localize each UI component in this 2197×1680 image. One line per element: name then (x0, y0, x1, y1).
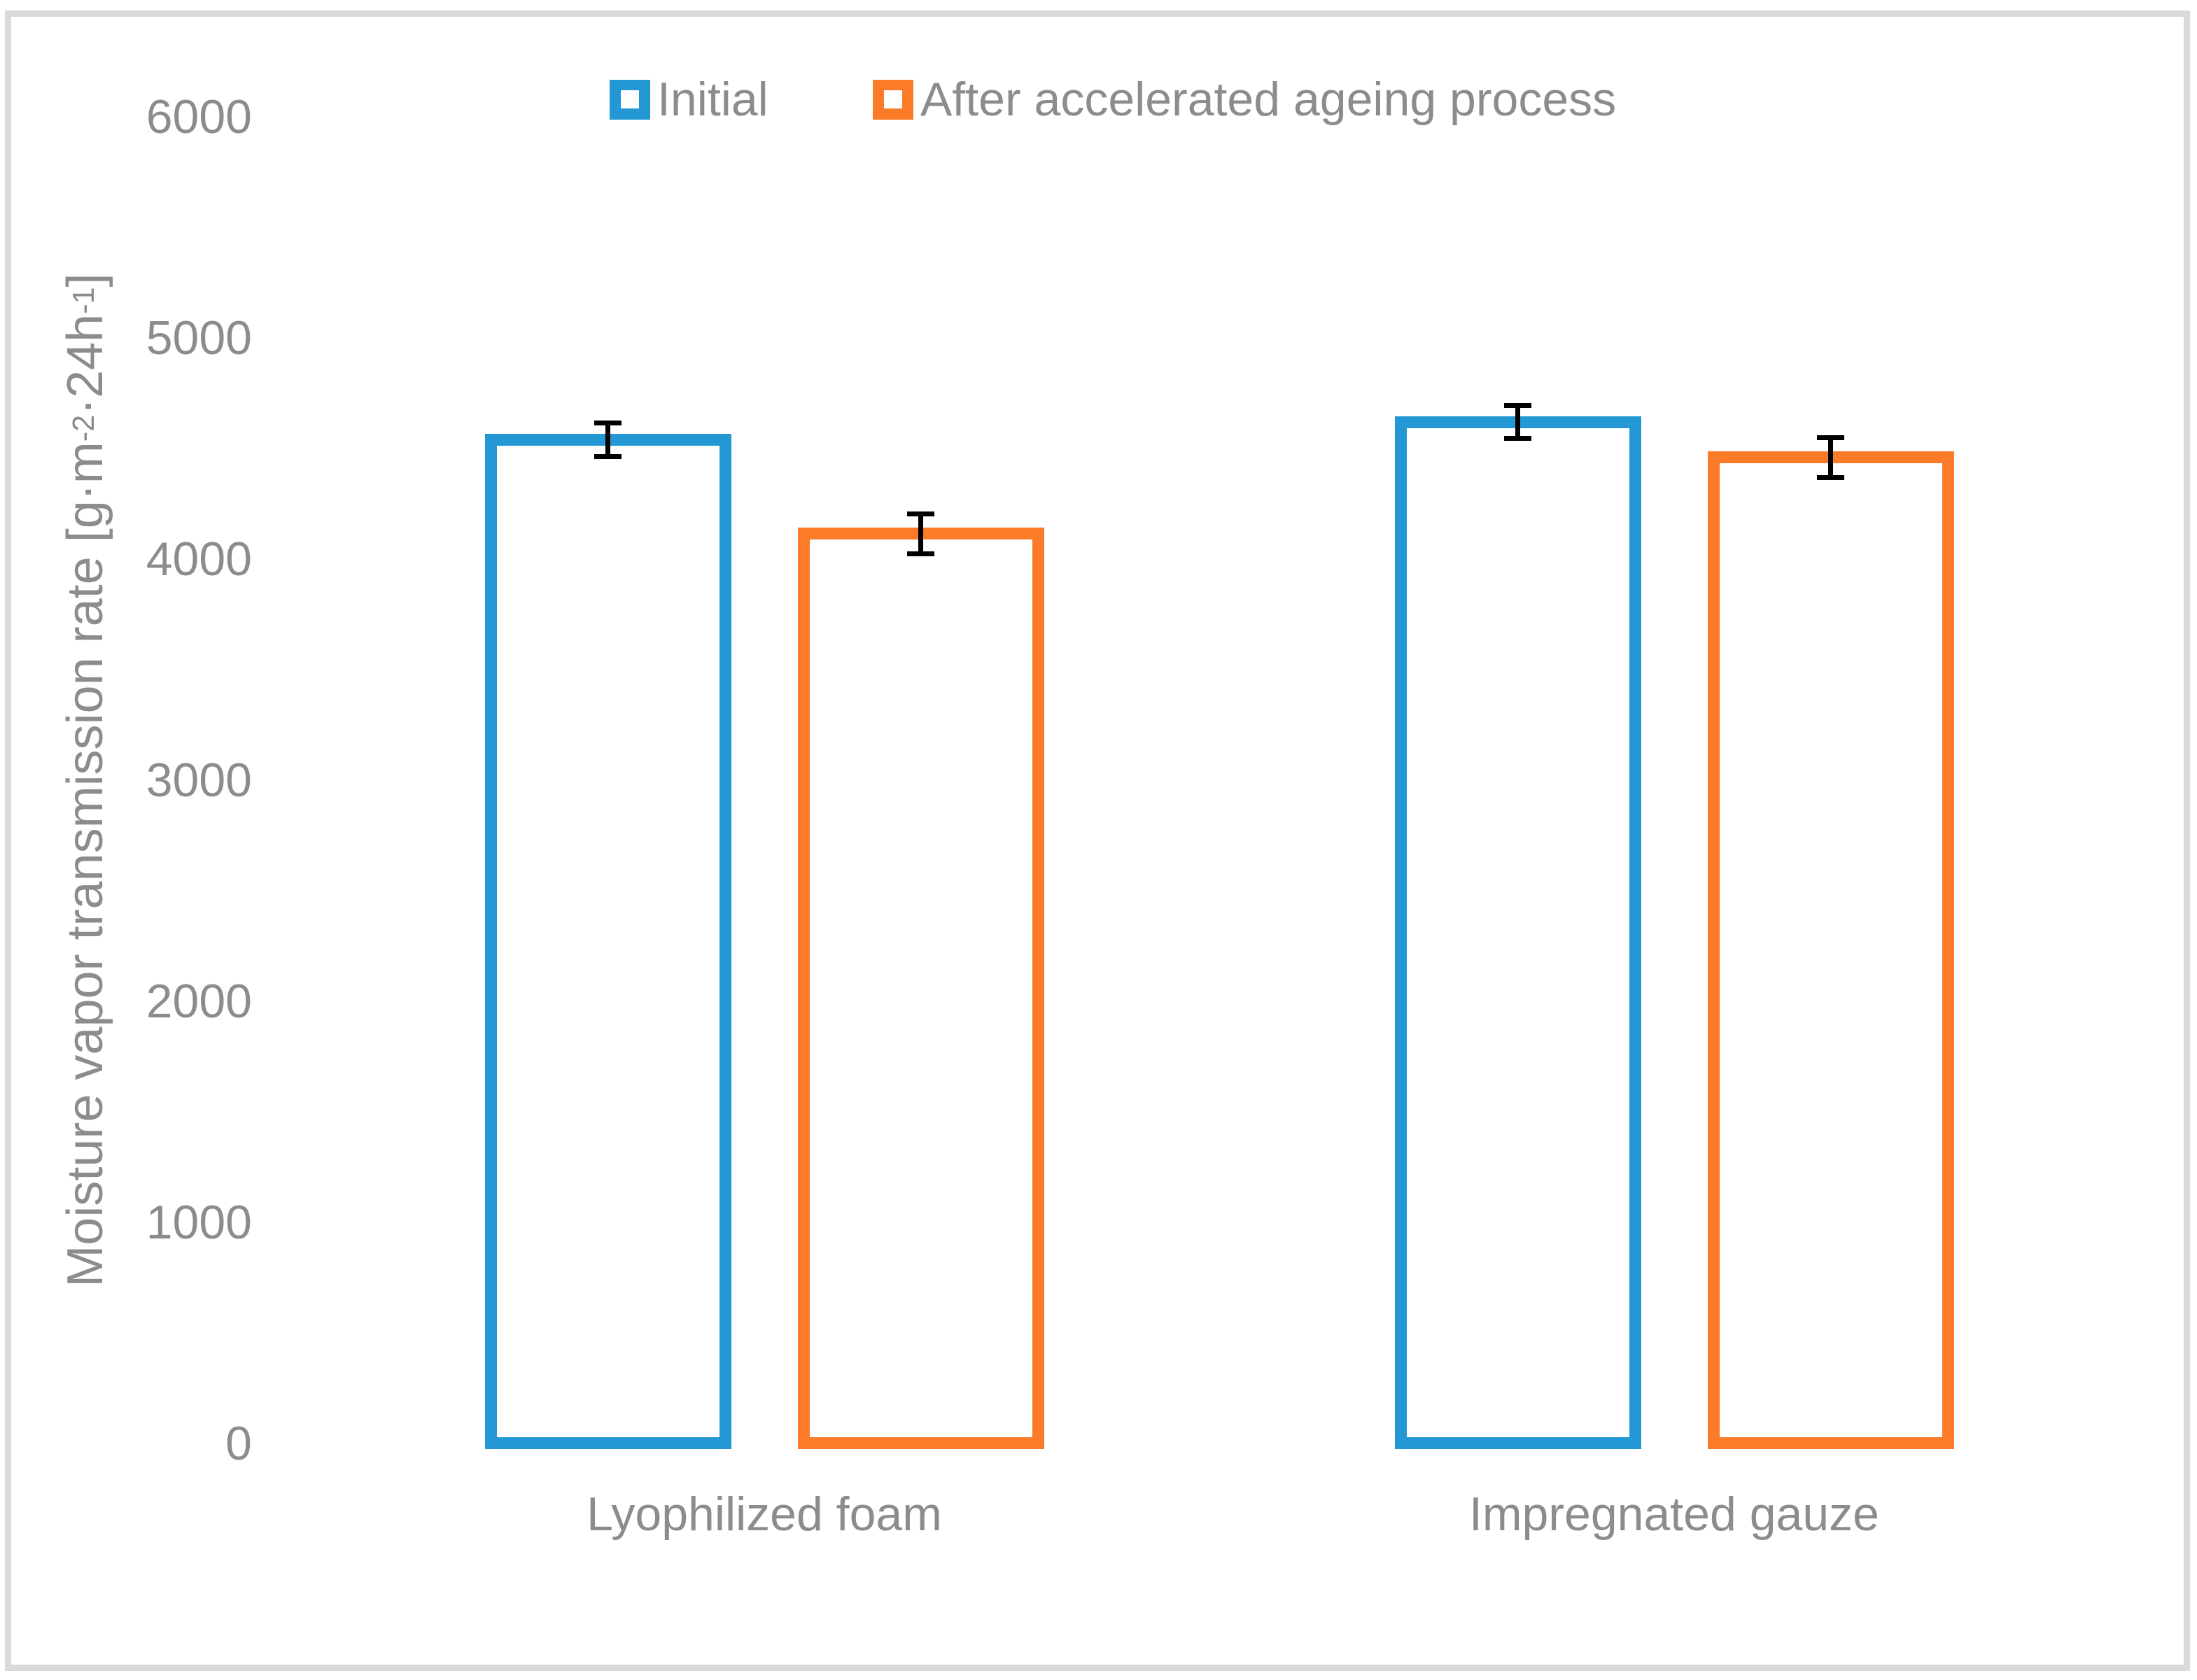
y-tick-label-3000: 3000 (146, 754, 252, 807)
legend-label-after-ageing: After accelerated ageing process (920, 73, 1617, 126)
y-tick-label-6000: 6000 (146, 90, 252, 143)
legend: Initial After accelerated ageing process (0, 0, 2197, 154)
plot-area (309, 117, 2129, 1450)
x-axis-category-labels: Lyophilized foam Impregnated gauze (309, 1487, 2129, 1564)
y-tick-label-5000: 5000 (146, 311, 252, 365)
y-axis-tick-labels: 0 1000 2000 3000 4000 5000 6000 (0, 90, 252, 1470)
category-label-impregnated-gauze: Impregnated gauze (1469, 1488, 1879, 1541)
error-bar-initial-impregnated-gauze-line (1515, 405, 1520, 439)
error-bar-after-accelerated-ageing-process-lyophilized-foam-line (918, 514, 923, 554)
error-bar-after-accelerated-ageing-process-impregnated-gauze-cap-bottom (1817, 474, 1844, 480)
y-tick-label-4000: 4000 (146, 532, 252, 586)
legend-item-initial: Initial (610, 73, 768, 126)
y-tick-label-1000: 1000 (146, 1196, 252, 1249)
legend-swatch-initial (610, 79, 650, 120)
category-label-lyophilized-foam: Lyophilized foam (587, 1488, 942, 1541)
legend-swatch-after-ageing (873, 79, 913, 120)
bar-initial-impregnated-gauze (1394, 416, 1641, 1450)
y-tick-label-2000: 2000 (146, 975, 252, 1028)
bar-initial-lyophilized-foam (484, 433, 731, 1450)
error-bar-after-accelerated-ageing-process-impregnated-gauze-cap-top (1817, 435, 1844, 440)
legend-item-after-ageing: After accelerated ageing process (873, 73, 1616, 126)
chart-border (5, 10, 2190, 1671)
error-bar-initial-impregnated-gauze-cap-top (1504, 402, 1531, 408)
error-bar-initial-lyophilized-foam-cap-top (594, 421, 622, 426)
bar-after-accelerated-ageing-process-impregnated-gauze (1707, 451, 1954, 1450)
error-bar-initial-lyophilized-foam-cap-bottom (594, 453, 622, 459)
error-bar-after-accelerated-ageing-process-lyophilized-foam-cap-top (907, 511, 934, 516)
legend-label-initial: Initial (657, 73, 768, 126)
error-bar-after-accelerated-ageing-process-impregnated-gauze-line (1828, 437, 1833, 478)
y-tick-label-0: 0 (225, 1417, 252, 1470)
error-bar-initial-impregnated-gauze-cap-bottom (1504, 436, 1531, 442)
error-bar-initial-lyophilized-foam-line (605, 423, 610, 457)
bar-after-accelerated-ageing-process-lyophilized-foam (797, 528, 1044, 1450)
error-bar-after-accelerated-ageing-process-lyophilized-foam-cap-bottom (907, 551, 934, 556)
legend-swatch-inner (884, 90, 902, 108)
legend-swatch-inner (621, 90, 639, 108)
